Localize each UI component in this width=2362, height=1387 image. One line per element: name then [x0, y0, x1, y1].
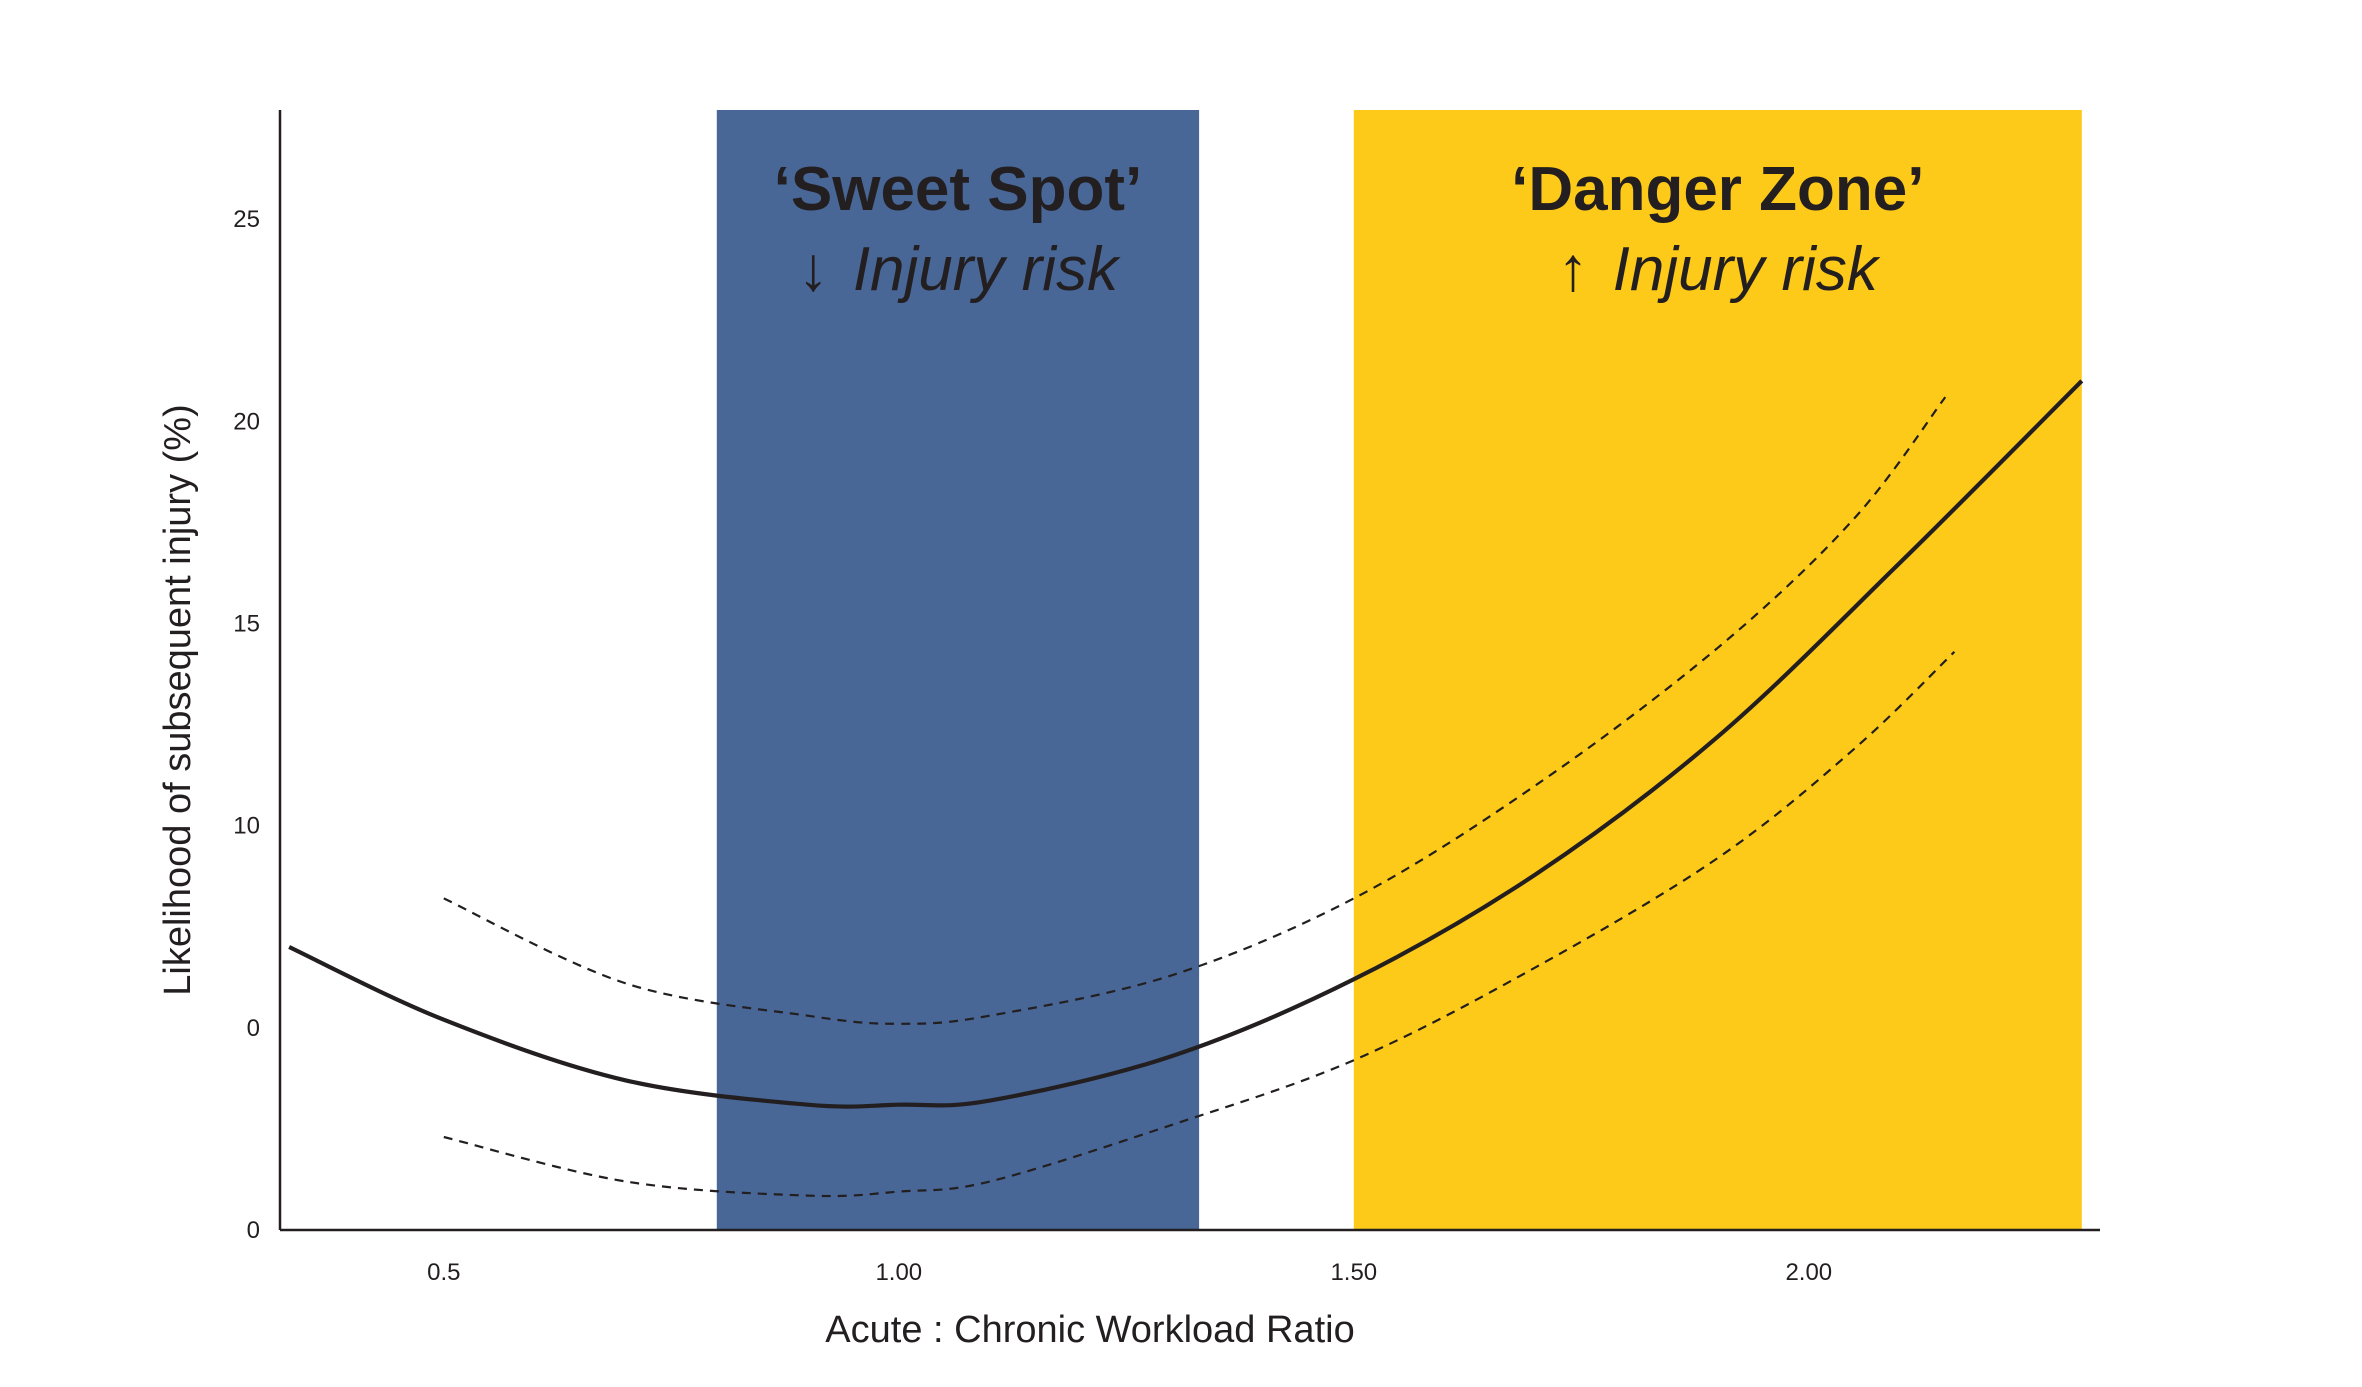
x-tick-label: 1.50 [1330, 1259, 1377, 1286]
y-tick-label: 10 [233, 813, 260, 840]
x-tick-label: 0.5 [427, 1259, 460, 1286]
sweet-spot-band [716, 110, 1200, 1230]
zones-layer [716, 110, 2082, 1230]
danger-zone-title: ‘Danger Zone’ [1511, 155, 1924, 224]
sweet-spot-subtitle: ↓ Injury risk [798, 235, 1121, 304]
danger-zone-subtitle: ↑ Injury risk [1558, 235, 1881, 304]
y-tick-label: 25 [233, 206, 260, 233]
axes-layer [278, 110, 2100, 1232]
zone-text-layer: ‘Sweet Spot’ ↓ Injury risk ‘Danger Zone’ ↑ In… [774, 155, 1925, 304]
sweet-spot-title: ‘Sweet Spot’ [774, 155, 1143, 224]
upper-bound-line [443, 396, 1947, 1025]
sweet-spot-subtitle-text: Injury risk [853, 235, 1121, 304]
y-tick-label: 0 [247, 1217, 260, 1244]
danger-zone-subtitle-text: Injury risk [1613, 235, 1881, 304]
x-tick-label: 1.00 [875, 1259, 922, 1286]
sweet-spot-arrow-icon: ↓ [798, 235, 829, 304]
danger-zone-arrow-icon: ↑ [1558, 235, 1589, 304]
y-axis-title: Likelihood of subsequent injury (%) [157, 404, 199, 995]
y-tick-label: 0 [247, 1015, 260, 1042]
lower-bound-line [443, 651, 1956, 1198]
danger-zone-band [1353, 110, 2082, 1230]
ticks-layer: 0.5 1.00 1.50 2.00 0 0 10 15 20 25 [233, 206, 1832, 1286]
x-axis-title: Acute : Chronic Workload Ratio [825, 1309, 1354, 1351]
estimate-line [288, 379, 2084, 1109]
x-tick-label: 2.00 [1785, 1259, 1832, 1286]
y-tick-label: 20 [233, 408, 260, 435]
series-layer [288, 379, 2084, 1198]
y-tick-label: 15 [233, 611, 260, 638]
